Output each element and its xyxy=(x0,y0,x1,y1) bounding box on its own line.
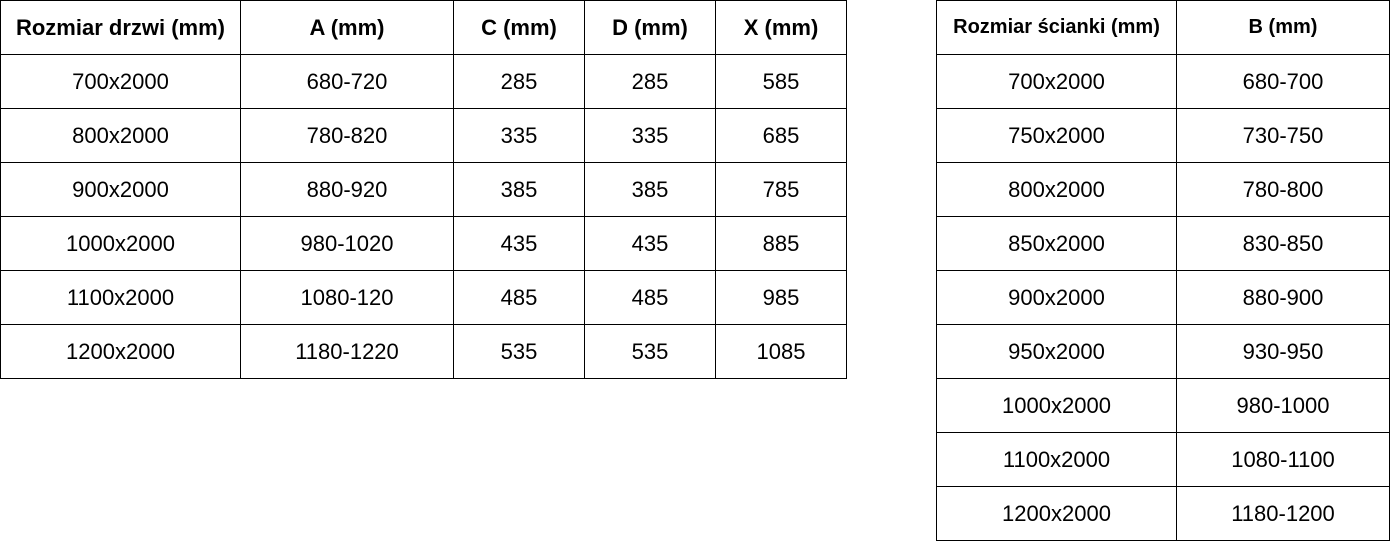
table-cell: 435 xyxy=(584,216,716,271)
table-row: 750x2000 730-750 xyxy=(936,108,1390,163)
table-cell: 535 xyxy=(453,324,585,379)
table-cell: 900x2000 xyxy=(0,162,241,217)
table-cell: 950x2000 xyxy=(936,324,1177,379)
table-header-row: Rozmiar drzwi (mm) A (mm) C (mm) D (mm) X (m… xyxy=(0,0,847,55)
column-header: Rozmiar ścianki (mm) xyxy=(936,0,1177,55)
table-cell: 980-1020 xyxy=(240,216,454,271)
table-cell: 900x2000 xyxy=(936,270,1177,325)
table-cell: 880-920 xyxy=(240,162,454,217)
column-header: C (mm) xyxy=(453,0,585,55)
table-row: 700x2000 680-720 285 285 585 xyxy=(0,54,847,109)
table-cell: 335 xyxy=(584,108,716,163)
table-cell: 1180-1200 xyxy=(1176,486,1390,541)
table-cell: 1100x2000 xyxy=(0,270,241,325)
column-header: Rozmiar drzwi (mm) xyxy=(0,0,241,55)
table-row: 1200x2000 1180-1200 xyxy=(936,486,1390,541)
table-cell: 800x2000 xyxy=(0,108,241,163)
table-cell: 285 xyxy=(584,54,716,109)
table-cell: 685 xyxy=(715,108,847,163)
table-cell: 385 xyxy=(584,162,716,217)
table-header-row: Rozmiar ścianki (mm) B (mm) xyxy=(936,0,1390,55)
table-cell: 1200x2000 xyxy=(936,486,1177,541)
table-cell: 435 xyxy=(453,216,585,271)
table-cell: 780-800 xyxy=(1176,162,1390,217)
table-cell: 485 xyxy=(453,270,585,325)
table-cell: 680-720 xyxy=(240,54,454,109)
table-row: 900x2000 880-920 385 385 785 xyxy=(0,162,847,217)
table-cell: 1085 xyxy=(715,324,847,379)
column-header: X (mm) xyxy=(715,0,847,55)
table-cell: 730-750 xyxy=(1176,108,1390,163)
table-cell: 585 xyxy=(715,54,847,109)
table-cell: 930-950 xyxy=(1176,324,1390,379)
table-row: 800x2000 780-800 xyxy=(936,162,1390,217)
table-cell: 1200x2000 xyxy=(0,324,241,379)
table-cell: 880-900 xyxy=(1176,270,1390,325)
table-cell: 385 xyxy=(453,162,585,217)
wall-size-table: Rozmiar ścianki (mm) B (mm) 700x2000 680-7… xyxy=(936,0,1390,541)
table-row: 850x2000 830-850 xyxy=(936,216,1390,271)
door-size-table: Rozmiar drzwi (mm) A (mm) C (mm) D (mm) X (m… xyxy=(0,0,847,379)
table-cell: 1000x2000 xyxy=(936,378,1177,433)
table-cell: 535 xyxy=(584,324,716,379)
table-cell: 335 xyxy=(453,108,585,163)
table-cell: 800x2000 xyxy=(936,162,1177,217)
table-cell: 1180-1220 xyxy=(240,324,454,379)
table-cell: 680-700 xyxy=(1176,54,1390,109)
column-header: D (mm) xyxy=(584,0,716,55)
table-cell: 700x2000 xyxy=(936,54,1177,109)
table-row: 800x2000 780-820 335 335 685 xyxy=(0,108,847,163)
table-cell: 850x2000 xyxy=(936,216,1177,271)
table-cell: 980-1000 xyxy=(1176,378,1390,433)
table-cell: 1080-120 xyxy=(240,270,454,325)
table-row: 1200x2000 1180-1220 535 535 1085 xyxy=(0,324,847,379)
column-header: B (mm) xyxy=(1176,0,1390,55)
table-cell: 750x2000 xyxy=(936,108,1177,163)
table-row: 900x2000 880-900 xyxy=(936,270,1390,325)
table-row: 1000x2000 980-1000 xyxy=(936,378,1390,433)
table-row: 1100x2000 1080-1100 xyxy=(936,432,1390,487)
table-cell: 1100x2000 xyxy=(936,432,1177,487)
table-cell: 985 xyxy=(715,270,847,325)
table-cell: 700x2000 xyxy=(0,54,241,109)
table-cell: 780-820 xyxy=(240,108,454,163)
table-cell: 285 xyxy=(453,54,585,109)
table-cell: 785 xyxy=(715,162,847,217)
table-row: 1000x2000 980-1020 435 435 885 xyxy=(0,216,847,271)
table-row: 950x2000 930-950 xyxy=(936,324,1390,379)
table-row: 700x2000 680-700 xyxy=(936,54,1390,109)
table-cell: 485 xyxy=(584,270,716,325)
table-row: 1100x2000 1080-120 485 485 985 xyxy=(0,270,847,325)
table-cell: 885 xyxy=(715,216,847,271)
table-cell: 830-850 xyxy=(1176,216,1390,271)
column-header: A (mm) xyxy=(240,0,454,55)
table-cell: 1080-1100 xyxy=(1176,432,1390,487)
table-cell: 1000x2000 xyxy=(0,216,241,271)
